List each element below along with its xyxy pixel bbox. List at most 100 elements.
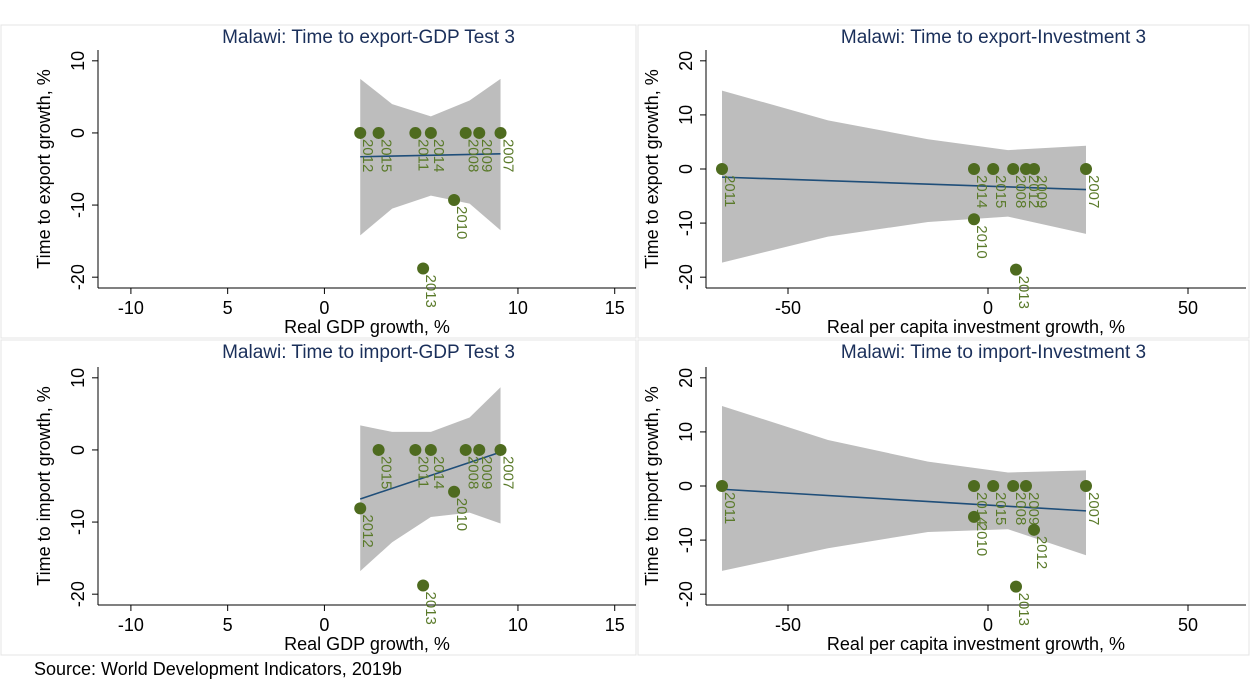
data-point [409,443,422,456]
data-point [372,126,385,139]
data-point [987,480,1000,492]
x-tick-label: 0 [983,615,993,635]
fit-line [721,176,1087,191]
point-label: 2011 [414,456,431,488]
x-axis-label: Real GDP growth, % [284,317,450,337]
point-label: 2015 [378,456,395,489]
y-tick-label: -10 [68,192,88,218]
y-tick-label: -10 [68,509,88,535]
x-tick-label: 15 [605,615,625,635]
point-label: 2013 [1015,276,1032,309]
y-tick-label: 10 [676,105,696,125]
data-point [354,502,367,515]
point-label: 2013 [422,592,439,625]
point-label: 2013 [422,275,439,308]
point-label: 2014 [430,456,447,489]
y-tick-label: 20 [676,51,696,71]
panel-title: Malawi: Time to export-GDP Test 3 [222,27,515,48]
x-tick-label: 0 [319,298,329,318]
point-label: 2011 [721,175,738,207]
data-point [716,480,728,492]
y-tick-label: 0 [68,128,88,138]
data-point [1080,480,1092,492]
point-label: 2010 [453,206,470,239]
x-tick-label: 5 [223,298,233,318]
y-axis-label: Time to export growth, % [34,69,54,268]
point-label: 2015 [378,139,395,172]
confidence-band [360,78,501,236]
panel-title: Malawi: Time to import-Investment 3 [841,342,1146,363]
point-label: 2010 [973,225,990,258]
y-tick-label: 10 [676,422,696,442]
data-point [1028,523,1040,536]
data-point [494,126,507,139]
x-tick-label: -50 [775,298,801,318]
y-axis-label: Time to export growth, % [642,69,662,268]
point-label: 2010 [973,523,990,556]
y-tick-label: -20 [68,264,88,290]
data-point [1007,163,1020,175]
data-point [1007,480,1020,492]
point-label: 2007 [1085,175,1102,208]
x-axis-label: Real per capita investment growth, % [827,317,1125,337]
y-tick-label: 0 [676,481,696,491]
y-tick-label: 20 [676,368,696,388]
data-point [417,262,430,275]
point-label: 2014 [973,175,990,208]
point-label: 2010 [453,498,470,531]
point-label: 2008 [465,456,482,489]
data-point [424,126,437,139]
data-point [987,163,1000,175]
point-label: 2015 [992,175,1009,208]
point-label: 2014 [430,139,447,172]
y-tick-label: -20 [676,581,696,607]
x-tick-label: 0 [319,615,329,635]
point-label: 2009 [1033,175,1050,208]
data-point [968,510,980,523]
x-tick-label: 50 [1178,615,1198,635]
y-tick-label: 0 [676,164,696,174]
point-label: 2011 [721,492,738,524]
data-point [417,579,430,592]
y-tick-label: 10 [68,368,88,388]
fit-line [359,451,501,500]
data-point [968,480,980,492]
panel-frame [0,24,637,339]
y-tick-label: -10 [676,210,696,236]
point-label: 2008 [465,139,482,172]
point-label: 2007 [500,456,517,489]
data-point [494,443,507,456]
point-label: 2012 [1025,175,1042,208]
point-label: 2012 [1033,536,1050,569]
y-tick-label: -20 [676,264,696,290]
y-axis-label: Time to import growth, % [34,386,54,585]
data-point [1010,263,1022,276]
data-point [968,163,980,175]
y-tick-label: 10 [68,51,88,71]
x-tick-label: -50 [775,615,801,635]
data-point [473,126,486,139]
x-tick-label: 15 [605,298,625,318]
data-point [424,443,437,456]
point-label: 2012 [359,139,376,172]
x-tick-label: 10 [508,615,528,635]
x-axis-label: Real per capita investment growth, % [827,634,1125,654]
x-tick-label: 0 [983,298,993,318]
source-note: Source: World Development Indicators, 20… [34,659,402,679]
confidence-band [722,90,1086,263]
point-label: 2009 [478,456,495,489]
x-tick-label: 10 [508,298,528,318]
data-point [1028,163,1040,175]
data-point [716,163,728,175]
point-label: 2011 [414,139,431,171]
data-point [968,213,980,226]
y-tick-label: 0 [68,445,88,455]
y-axis-label: Time to import growth, % [642,386,662,585]
panel-frame [637,339,1250,656]
data-point [1010,580,1022,593]
x-tick-label: 5 [223,615,233,635]
data-point [448,485,461,498]
y-tick-label: -10 [676,527,696,553]
data-point [473,443,486,456]
